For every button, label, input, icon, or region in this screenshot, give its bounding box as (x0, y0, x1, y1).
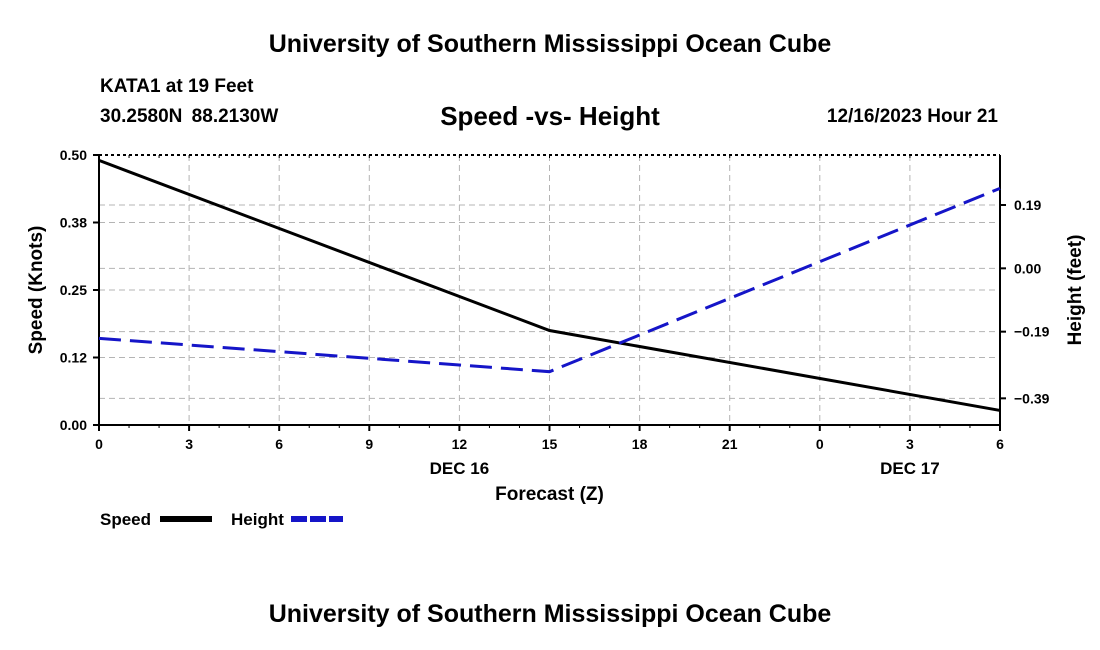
axes-layer (93, 154, 1006, 431)
y2-tick-label: 0.19 (1014, 197, 1041, 213)
station-name: KATA1 at 19 Feet (100, 76, 254, 97)
y2-tick-label: −0.19 (1014, 324, 1050, 340)
grid-layer (99, 155, 1000, 425)
date-label: DEC 16 (430, 459, 490, 478)
x-tick-label: 6 (996, 436, 1004, 452)
x-tick-label: 12 (452, 436, 468, 452)
series-line-height (98, 186, 1001, 374)
x-tick-label: 0 (816, 436, 824, 452)
series-line-speed (98, 158, 1001, 412)
y2-tick-label: 0.00 (1014, 260, 1041, 276)
y-tick-label: 0.12 (60, 350, 87, 366)
footer-title: University of Southern Mississippi Ocean… (268, 600, 832, 628)
x-tick-label: 18 (632, 436, 648, 452)
x-tick-label: 0 (95, 436, 103, 452)
y2-axis-label: Height (feet) (1065, 235, 1086, 346)
legend-label-speed: Speed (100, 510, 151, 529)
y-tick-label: 0.50 (60, 147, 87, 163)
legend-label-height: Height (231, 510, 284, 529)
x-tick-label: 3 (906, 436, 914, 452)
chart-title: Speed -vs- Height (440, 101, 660, 131)
x-tick-label: 21 (722, 436, 738, 452)
y-tick-label: 0.00 (60, 417, 87, 433)
station-coordinates: 30.2580N 88.2130W (100, 106, 279, 127)
series-layer (98, 158, 1001, 412)
x-tick-label: 6 (275, 436, 283, 452)
y-tick-label: 0.25 (60, 282, 87, 298)
y-axis-label: Speed (Knots) (26, 226, 47, 355)
x-tick-label: 3 (185, 436, 193, 452)
y2-tick-label: −0.39 (1014, 390, 1050, 406)
x-tick-label: 9 (365, 436, 373, 452)
forecast-date: 12/16/2023 Hour 21 (826, 106, 998, 127)
legend: Speed Height (100, 510, 343, 529)
date-label: DEC 17 (880, 459, 940, 478)
x-tick-label: 15 (542, 436, 558, 452)
x-axis-label: Forecast (Z) (495, 484, 604, 505)
speed-height-chart: 0 3 6 9 12 15 18 21 0 3 6 DEC 16 DEC 17 Forecast (Z) 0… (26, 147, 1086, 529)
y-tick-label: 0.38 (60, 215, 87, 231)
labels-layer: 0 3 6 9 12 15 18 21 0 3 6 DEC 16 DEC 17 Forecast (Z) 0… (26, 147, 1086, 505)
main-title: University of Southern Mississippi Ocean… (268, 30, 832, 58)
